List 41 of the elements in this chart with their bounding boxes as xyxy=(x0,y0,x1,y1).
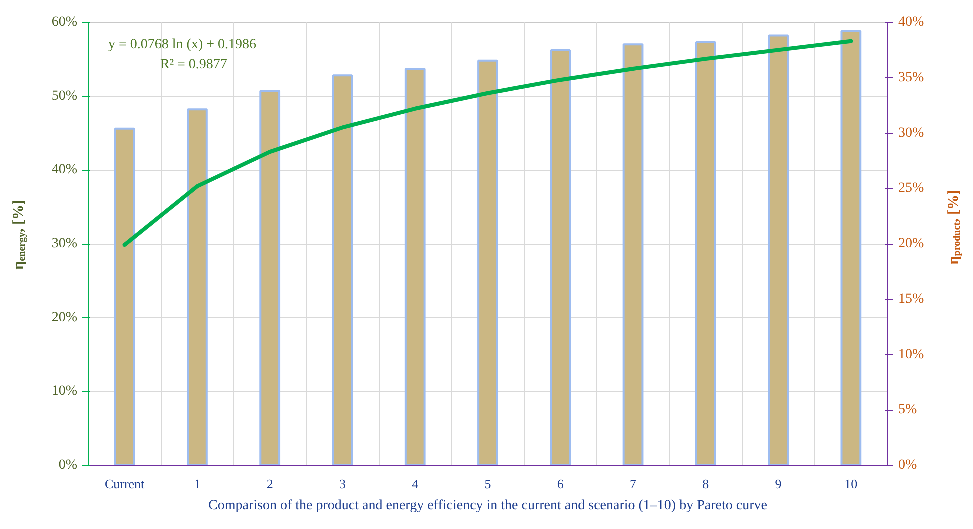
bar xyxy=(260,90,281,466)
bar xyxy=(478,60,498,466)
x-tick-label: 7 xyxy=(630,476,638,492)
y2-tick-label: 0% xyxy=(898,458,918,473)
bar xyxy=(622,44,644,466)
y2-tick-label: 25% xyxy=(898,181,924,196)
x-tick-label: 10 xyxy=(844,476,858,492)
y-tick-label: 0% xyxy=(58,458,78,473)
y2-tick-label: 40% xyxy=(898,15,924,30)
y-tick-label: 40% xyxy=(52,162,78,178)
y-tick-label: 20% xyxy=(52,310,78,326)
x-tick-label: 2 xyxy=(266,476,274,492)
y2-tick-label: 30% xyxy=(898,126,924,141)
y2-tick-label: 20% xyxy=(898,236,924,252)
annotation: R² = 0.9877 xyxy=(160,58,228,72)
y2-tick-label: 5% xyxy=(898,402,918,418)
x-tick-label: 3 xyxy=(339,476,346,492)
x-tick-label: 5 xyxy=(484,476,492,492)
y2-tick-label: 35% xyxy=(898,70,924,86)
y-tick-label: 60% xyxy=(52,15,78,30)
bar xyxy=(695,41,716,466)
bar xyxy=(404,68,426,466)
annotation: y = 0.0768 ln (x) + 0.1986 xyxy=(108,38,257,52)
y-tick-label: 30% xyxy=(52,236,78,252)
y-tick-label: 50% xyxy=(52,88,78,104)
x-tick-label: Current xyxy=(104,476,146,492)
bar xyxy=(187,108,208,466)
y2-tick-label: 15% xyxy=(898,292,924,307)
bar xyxy=(550,50,572,466)
bar xyxy=(840,30,862,466)
x-tick-label: 4 xyxy=(412,476,420,492)
x-axis-title: Comparison of the product and energy efficiency in the current and scenario (1–10) by Pareto curve xyxy=(208,498,768,514)
bar xyxy=(332,74,354,466)
y2-tick-label: 10% xyxy=(898,347,924,362)
x-tick-label: 1 xyxy=(194,476,201,492)
y-tick-label: 10% xyxy=(52,384,78,400)
bar xyxy=(114,128,136,466)
bar xyxy=(768,34,789,466)
x-tick-label: 9 xyxy=(775,476,782,492)
x-tick-label: 6 xyxy=(557,476,564,492)
x-tick-label: 8 xyxy=(702,476,710,492)
